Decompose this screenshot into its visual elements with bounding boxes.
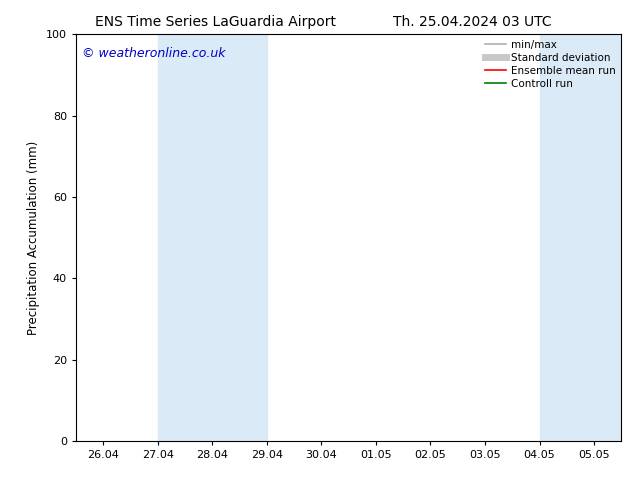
Bar — [540, 34, 630, 441]
Y-axis label: Precipitation Accumulation (mm): Precipitation Accumulation (mm) — [27, 141, 41, 335]
Text: Th. 25.04.2024 03 UTC: Th. 25.04.2024 03 UTC — [393, 15, 552, 29]
Bar — [158, 34, 267, 441]
Text: © weatheronline.co.uk: © weatheronline.co.uk — [82, 47, 225, 59]
Legend: min/max, Standard deviation, Ensemble mean run, Controll run: min/max, Standard deviation, Ensemble me… — [483, 37, 618, 91]
Text: ENS Time Series LaGuardia Airport: ENS Time Series LaGuardia Airport — [95, 15, 336, 29]
